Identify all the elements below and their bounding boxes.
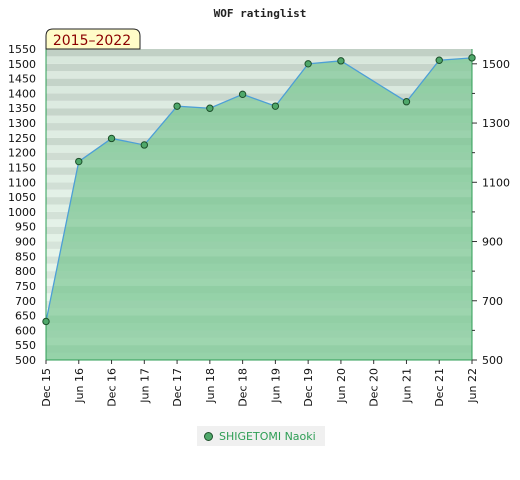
area-stripe xyxy=(46,211,472,227)
chart-title: WOF ratinglist xyxy=(214,7,307,20)
left-tick-label: 700 xyxy=(15,295,36,308)
right-tick-label: 1300 xyxy=(482,117,510,130)
legend-label: SHIGETOMI Naoki xyxy=(219,429,316,443)
left-tick-label: 1200 xyxy=(8,147,36,160)
left-tick-label: 1050 xyxy=(8,191,36,204)
area-stripe xyxy=(46,271,472,286)
series-area xyxy=(46,57,472,360)
data-points xyxy=(42,54,476,326)
x-tick-label: Jun 22 xyxy=(466,368,479,404)
data-point xyxy=(238,90,247,99)
area-layer xyxy=(46,57,472,360)
background-band xyxy=(46,63,472,72)
area-stripe xyxy=(46,63,472,79)
area-stripe xyxy=(46,123,472,138)
x-tick-label: Jun 19 xyxy=(269,368,282,404)
data-point xyxy=(140,141,149,149)
x-tick-label: Dec 19 xyxy=(302,368,315,407)
left-tick-label: 1300 xyxy=(8,117,36,130)
left-tick-label: 1100 xyxy=(8,176,36,189)
data-point xyxy=(468,54,476,62)
background-band xyxy=(46,78,472,87)
x-tick-label: Jun 21 xyxy=(400,368,413,404)
x-tick-label: Dec 20 xyxy=(368,368,381,407)
left-tick-label: 950 xyxy=(15,221,36,234)
period-badge: 2015–2022 xyxy=(45,28,141,50)
x-tick-label: Jun 16 xyxy=(73,368,86,404)
right-tick-label: 700 xyxy=(482,295,503,308)
left-tick-label: 500 xyxy=(15,354,36,367)
data-point xyxy=(206,104,214,112)
x-tick-label: Jun 18 xyxy=(204,368,217,404)
data-point xyxy=(42,317,50,326)
legend-marker xyxy=(204,431,213,441)
left-tick-label: 800 xyxy=(15,265,36,278)
right-tick-label: 1500 xyxy=(482,58,510,71)
area-stripe xyxy=(46,182,472,198)
background-band xyxy=(46,49,472,57)
legend: SHIGETOMI Naoki xyxy=(197,426,325,446)
right-tick-label: 1100 xyxy=(482,176,510,189)
left-tick-label: 1000 xyxy=(8,206,36,219)
left-tick-label: 1550 xyxy=(8,43,36,56)
x-tick-label: Dec 17 xyxy=(171,368,184,407)
left-tick-label: 1500 xyxy=(8,58,36,71)
axes xyxy=(45,49,473,361)
background-band xyxy=(46,86,472,94)
data-point xyxy=(304,60,312,68)
left-tick-label: 550 xyxy=(15,339,36,352)
area-stripe xyxy=(46,241,472,257)
left-tick-label: 1400 xyxy=(8,87,36,100)
left-tick-label: 1450 xyxy=(8,73,36,86)
left-tick-label: 1150 xyxy=(8,161,36,174)
area-stripe xyxy=(46,300,472,316)
background-band xyxy=(46,93,472,101)
area-stripe xyxy=(46,152,472,168)
left-tick-label: 600 xyxy=(15,324,36,337)
left-tick-label: 1250 xyxy=(8,132,36,145)
data-point xyxy=(271,102,280,110)
x-tick-label: Jun 20 xyxy=(335,368,348,404)
x-tick-label: Dec 15 xyxy=(40,368,53,407)
background-band xyxy=(46,56,472,64)
x-tick-label: Jun 17 xyxy=(138,368,151,404)
data-point xyxy=(75,157,83,166)
right-tick-label: 900 xyxy=(482,236,503,249)
right-tick-label: 500 xyxy=(482,354,503,367)
left-tick-label: 850 xyxy=(15,250,36,263)
left-tick-label: 1350 xyxy=(8,102,36,115)
background-band xyxy=(46,71,472,79)
x-axis-ticks: Dec 15 Jun 16 Dec 16 Jun 17 Dec 17 Jun 18 Dec … xyxy=(40,360,479,407)
period-badge-label: 2015–2022 xyxy=(53,33,131,49)
left-tick-label: 650 xyxy=(15,310,36,323)
right-axis-ticks: 500 700 900 1100 1300 1500 xyxy=(472,58,510,367)
x-tick-label: Dec 16 xyxy=(106,368,119,407)
data-point xyxy=(435,56,443,64)
left-tick-label: 750 xyxy=(15,280,36,293)
x-tick-label: Dec 21 xyxy=(433,368,446,407)
left-tick-label: 900 xyxy=(15,236,36,249)
data-point xyxy=(173,102,181,110)
x-tick-label: Dec 18 xyxy=(237,368,250,407)
data-point xyxy=(107,134,116,143)
area-stripe xyxy=(46,330,472,346)
data-point xyxy=(337,57,345,65)
data-point xyxy=(402,98,411,106)
